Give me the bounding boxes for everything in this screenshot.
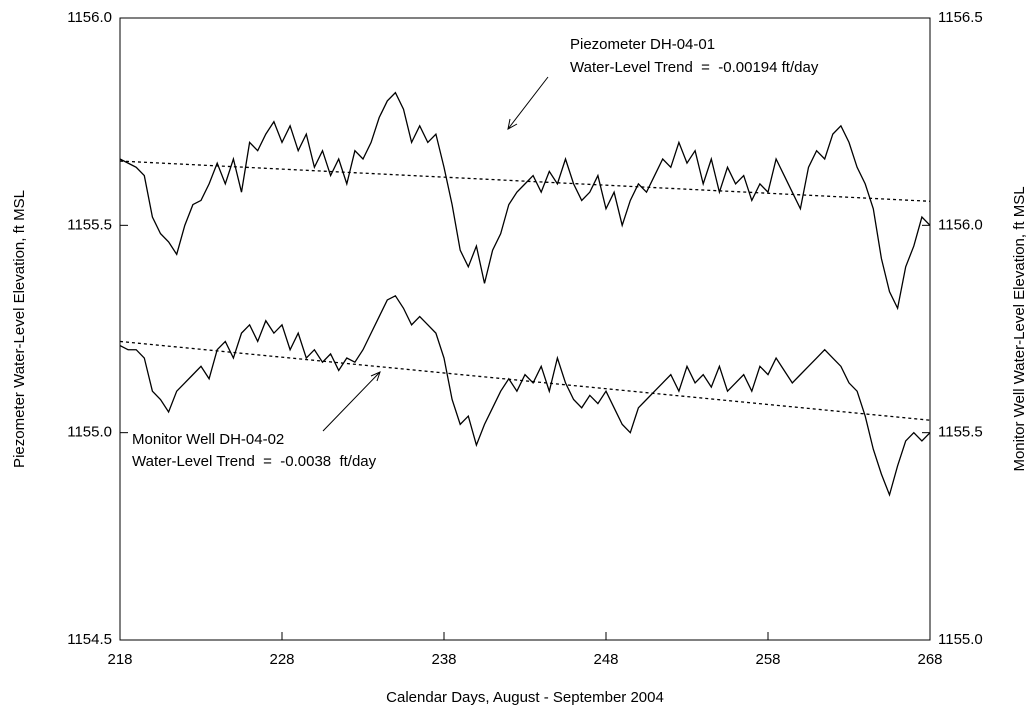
series-line — [119, 91, 931, 311]
x-tick-label: 258 — [755, 651, 780, 668]
y2-tick-label: 1155.5 — [938, 424, 983, 441]
y-tick-label: 1155.0 — [67, 424, 112, 441]
y-tick-label: 1154.5 — [67, 631, 112, 648]
y2-tick-label: 1156.5 — [938, 9, 983, 26]
y-axis-label: Piezometer Water-Level Elevation, ft MSL — [11, 190, 28, 468]
y2-axis-label: Monitor Well Water-Level Elevation, ft M… — [1011, 186, 1028, 471]
trend-line — [119, 340, 931, 421]
y-tick-label: 1156.0 — [67, 9, 112, 26]
y2-tick-label: 1156.0 — [938, 216, 983, 233]
arrow — [322, 371, 381, 432]
series-line — [119, 294, 931, 497]
annotation: Water-Level Trend = -0.00194 ft/day — [570, 59, 819, 76]
arrow-head — [370, 371, 381, 382]
arrow-head — [507, 118, 518, 130]
x-tick-label: 218 — [107, 651, 132, 668]
x-tick-label: 228 — [269, 651, 294, 668]
x-tick-label: 248 — [593, 651, 618, 668]
x-tick-label: 268 — [917, 651, 942, 668]
y2-tick-label: 1155.0 — [938, 631, 983, 648]
annotation: Water-Level Trend = -0.0038 ft/day — [132, 453, 377, 470]
plot-frame — [119, 17, 931, 641]
x-axis-label: Calendar Days, August - September 2004 — [386, 689, 664, 706]
x-tick-label: 238 — [431, 651, 456, 668]
y-tick-label: 1155.5 — [67, 216, 112, 233]
annotation-title: Piezometer DH-04-01 — [570, 36, 715, 53]
annotation-title: Monitor Well DH-04-02 — [132, 431, 284, 448]
arrow — [507, 76, 549, 130]
